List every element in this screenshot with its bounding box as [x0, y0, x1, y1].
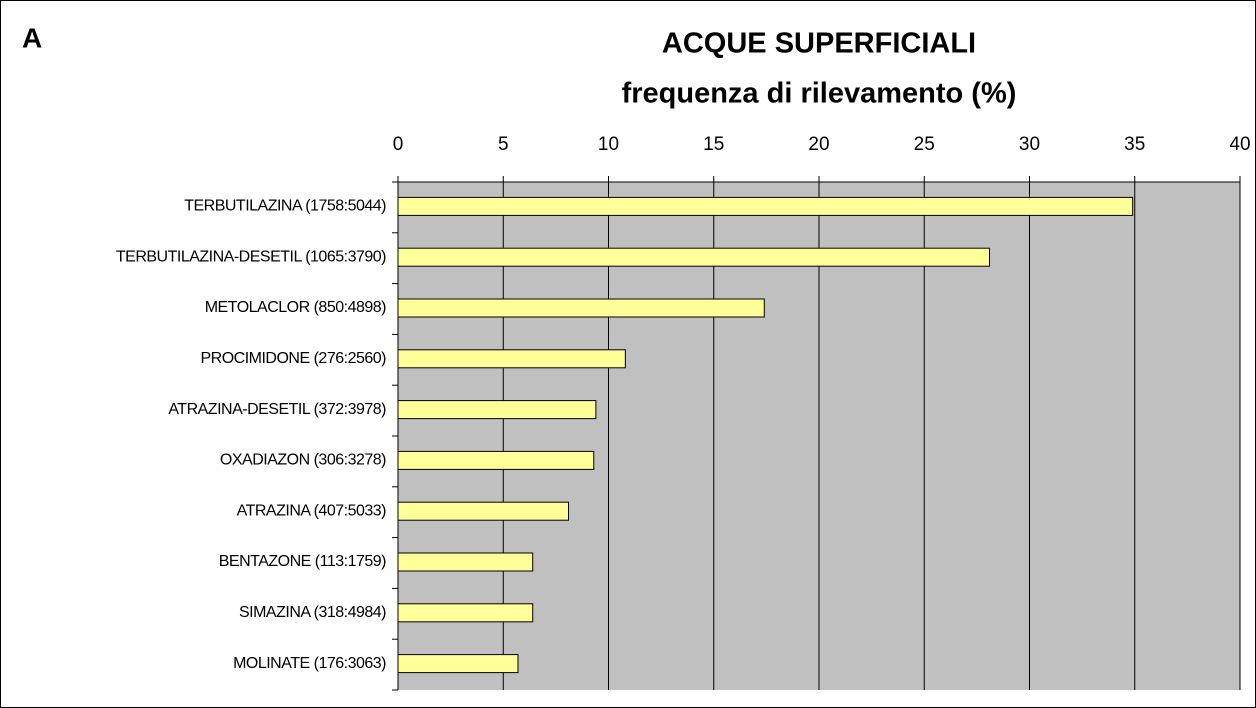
y-tick-label: TERBUTILAZINA-DESETIL (1065:3790) [116, 248, 386, 265]
chart-title: ACQUE SUPERFICIALI [662, 28, 976, 60]
bar [397, 298, 765, 318]
bar [397, 400, 597, 420]
x-tick-label: 30 [1019, 134, 1040, 155]
y-tick-label: BENTAZONE (113:1759) [219, 553, 386, 570]
x-tick-label: 35 [1124, 134, 1145, 155]
y-tick-label: MOLINATE (176:3063) [233, 655, 386, 672]
x-tick-label: 10 [598, 134, 619, 155]
y-tick-label: OXADIAZON (306:3278) [220, 452, 386, 469]
y-tick-label: ATRAZINA (407:5033) [237, 502, 387, 519]
y-tick-label: SIMAZINA (318:4984) [239, 604, 386, 621]
bar [397, 501, 570, 521]
y-tick-label: PROCIMIDONE (276:2560) [200, 350, 386, 367]
bar [397, 450, 595, 470]
x-tick-label: 15 [703, 134, 724, 155]
bar [397, 349, 626, 369]
bar [397, 196, 1134, 216]
panel-label: A [22, 22, 42, 53]
x-tick-label: 40 [1229, 134, 1250, 155]
bar [397, 552, 534, 572]
y-tick-label: TERBUTILAZINA (1758:5044) [184, 198, 386, 215]
x-tick-label: 5 [498, 134, 509, 155]
chart-subtitle: frequenza di rilevamento (%) [622, 78, 1017, 110]
y-tick-label: METOLACLOR (850:4898) [205, 299, 386, 316]
x-tick-label: 25 [914, 134, 935, 155]
bar [397, 603, 534, 623]
bar [397, 654, 519, 674]
x-tick-label: 20 [808, 134, 829, 155]
bar [397, 247, 991, 267]
x-tick-label: 0 [393, 134, 404, 155]
y-tick-label: ATRAZINA-DESETIL (372:3978) [168, 401, 386, 418]
